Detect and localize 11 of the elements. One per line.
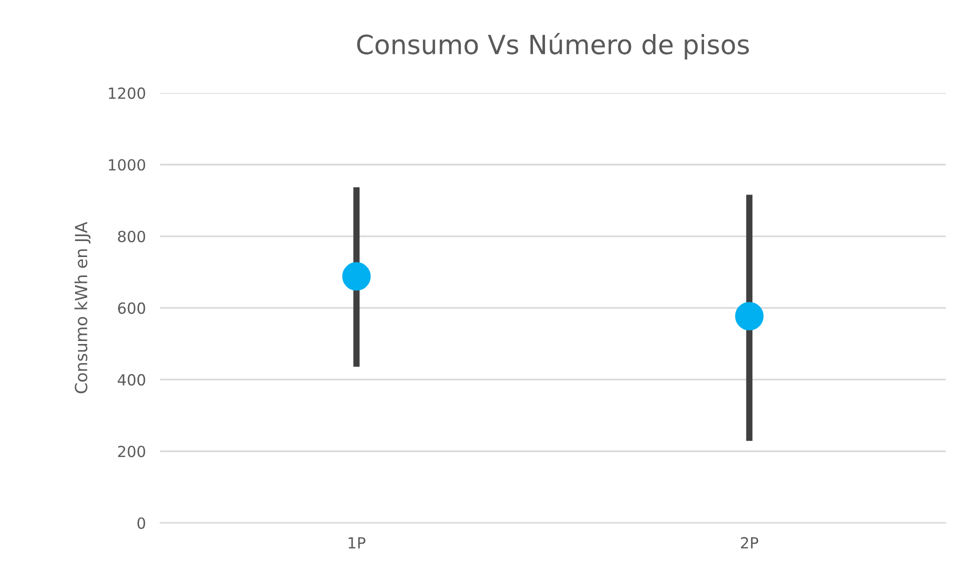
x-tick-label: 1P [348, 537, 366, 548]
chart-title: Consumo Vs Número de pisos [357, 32, 749, 60]
y-tick-label: 0 [137, 517, 146, 529]
x-tick-label: 2P [740, 537, 758, 548]
y-tick-label: 600 [118, 302, 146, 314]
y-tick-label: 800 [118, 230, 146, 242]
y-tick-label: 400 [118, 374, 146, 386]
y-tick-label: 1000 [108, 159, 146, 171]
y-tick-label: 200 [118, 446, 146, 458]
y-tick-label: 1200 [108, 87, 146, 99]
y-axis-title: Consumo kWh en JJA [74, 222, 90, 394]
